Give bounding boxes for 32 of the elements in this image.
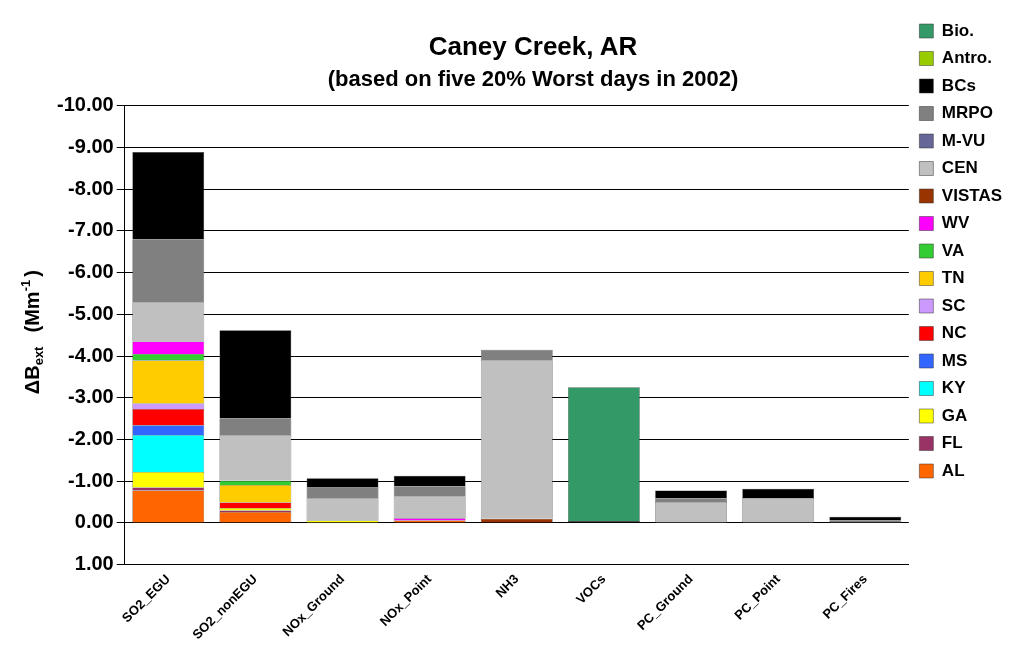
legend-label: AL	[941, 460, 965, 480]
y-tick-label: -10.00	[56, 93, 114, 116]
legend-label: BCs	[941, 75, 976, 95]
legend-label: TN	[941, 268, 965, 288]
y-axis-title: ΔBext (Mm-1)	[18, 270, 46, 395]
legend-label: VA	[941, 240, 965, 260]
legend-label: Bio.	[941, 20, 974, 40]
y-tick-label: -7.00	[68, 218, 114, 241]
y-tick-label: -4.00	[68, 343, 114, 366]
y-tick-label: -6.00	[68, 260, 114, 283]
y-tick-label: -2.00	[68, 427, 114, 450]
legend-label: M-VU	[941, 130, 986, 150]
chart-subtitle: (based on five 20% Worst days in 2002)	[327, 66, 739, 92]
y-tick-label: -3.00	[68, 385, 114, 408]
legend-label: GA	[941, 405, 968, 425]
y-tick-label: -9.00	[68, 134, 114, 157]
legend-label: Antro.	[941, 48, 992, 68]
y-tick-label: -1.00	[68, 468, 114, 491]
legend-label: FL	[941, 433, 963, 453]
y-tick-label: -8.00	[68, 176, 114, 199]
y-tick-label: -5.00	[68, 301, 114, 324]
y-tick-label: 0.00	[74, 510, 114, 533]
legend-label: KY	[941, 378, 967, 398]
chart-title: Caney Creek, AR	[428, 30, 638, 61]
legend-label: MRPO	[941, 103, 993, 123]
legend-label: CEN	[941, 158, 978, 178]
legend-label: MS	[941, 350, 968, 370]
legend-label: NC	[941, 323, 967, 343]
y-tick-label: 1.00	[74, 552, 114, 575]
legend-label: SC	[941, 295, 966, 315]
legend-label: WV	[941, 213, 970, 233]
legend-label: VISTAS	[941, 185, 1002, 205]
